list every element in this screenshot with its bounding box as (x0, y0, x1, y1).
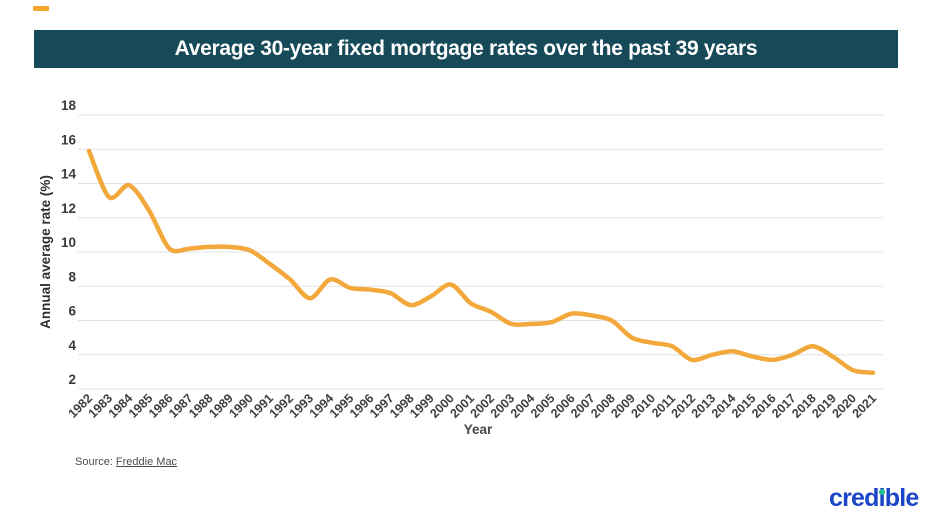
chart-title: Average 30-year fixed mortgage rates ove… (174, 37, 758, 60)
source-label: Source: (75, 456, 113, 468)
y-axis-title: Annual average rate (%) (38, 175, 53, 329)
x-axis-tick-labels: 1982198319841985198619871988198919901991… (66, 391, 880, 421)
rate-line-series (86, 148, 876, 375)
y-tick-6: 6 (68, 304, 76, 319)
source-link[interactable]: Freddie Mac (115, 456, 178, 468)
x-axis-title: Year (464, 422, 493, 437)
y-tick-12: 12 (61, 201, 76, 216)
logo-letter-i: i (878, 484, 886, 512)
x-tick-2021: 2021 (850, 391, 880, 421)
credible-logo: credible (829, 486, 919, 511)
y-tick-14: 14 (61, 167, 77, 182)
y-tick-18: 18 (61, 98, 77, 113)
logo-text-end: ble (884, 484, 920, 512)
title-bar: Average 30-year fixed mortgage rates ove… (34, 30, 898, 68)
y-tick-10: 10 (61, 235, 76, 250)
y-tick-8: 8 (68, 269, 76, 284)
logo-text-start: cred (829, 484, 879, 512)
accent-dash (33, 6, 49, 11)
y-tick-16: 16 (61, 132, 77, 147)
y-tick-4: 4 (68, 338, 76, 353)
y-axis-tick-labels: 2 4 6 8 10 12 14 16 18 (61, 98, 77, 387)
y-tick-2: 2 (68, 372, 76, 387)
source-note: Source: Freddie Mac (75, 456, 177, 468)
gridlines (78, 114, 883, 390)
